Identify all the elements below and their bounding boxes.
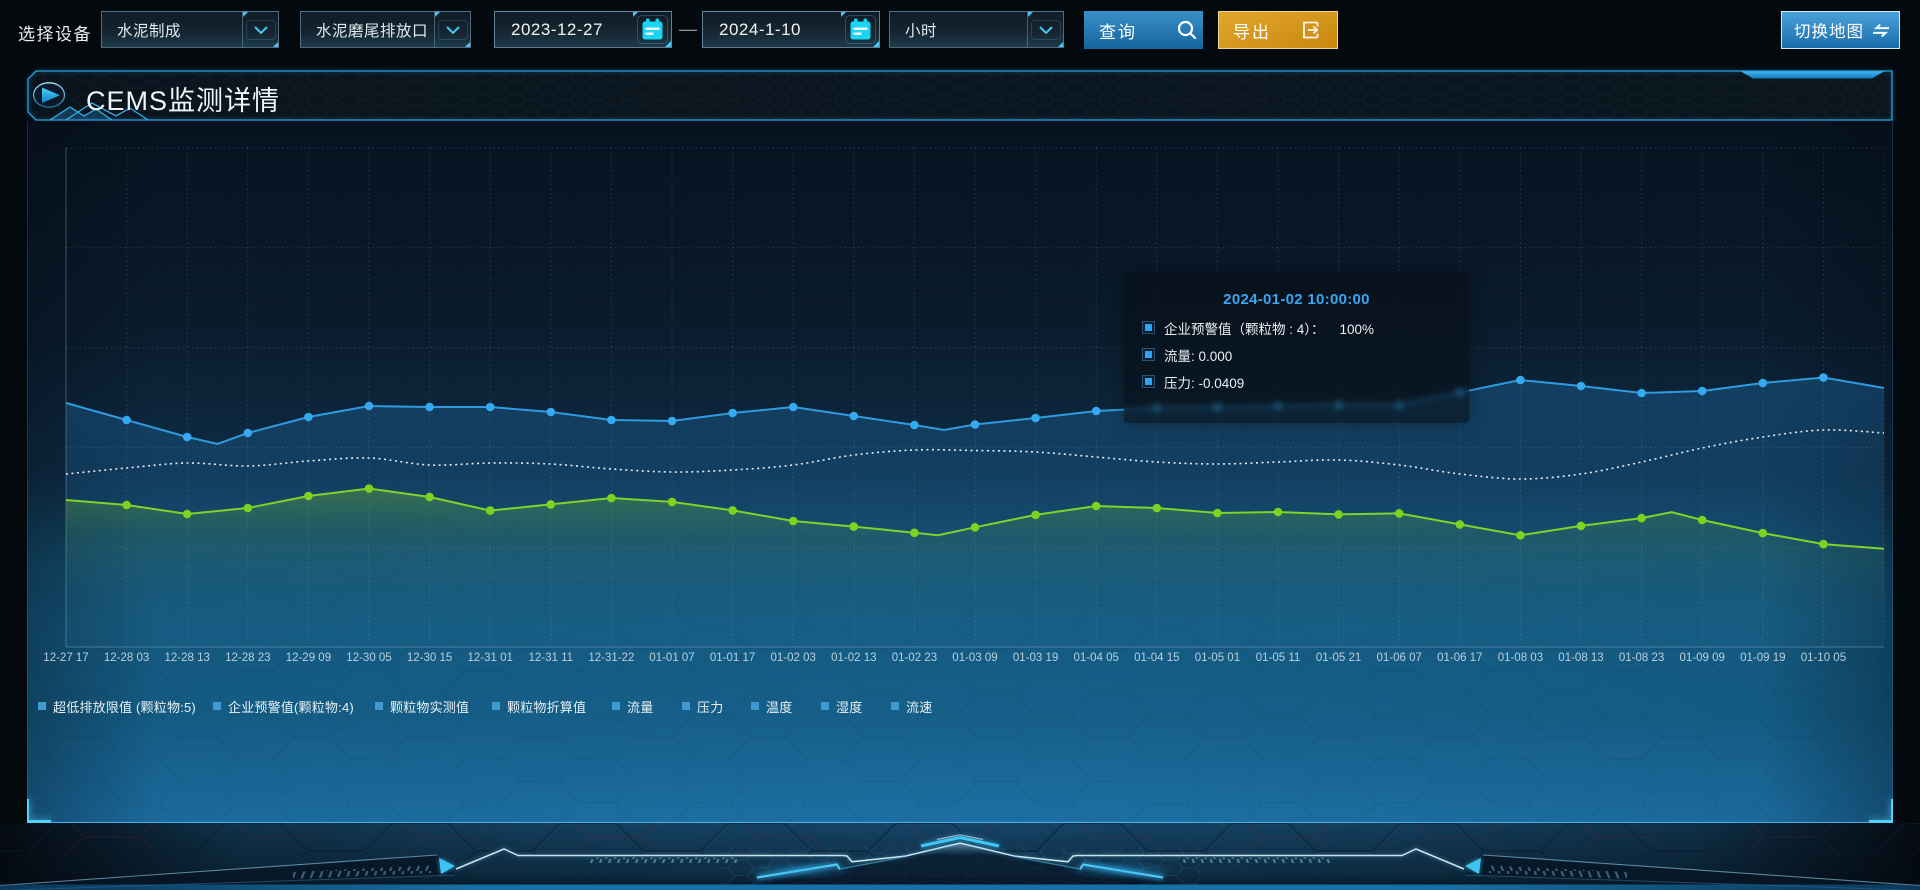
svg-text:12-31 11: 12-31 11 [529,652,574,664]
svg-text:12-28 13: 12-28 13 [164,652,209,664]
svg-text:01-03 19: 01-03 19 [1013,652,1058,664]
svg-text:01-04 15: 01-04 15 [1134,652,1179,664]
svg-text:01-05 21: 01-05 21 [1316,652,1361,664]
svg-text:01-10 05: 01-10 05 [1801,652,1846,664]
svg-text:01-08 03: 01-08 03 [1498,652,1543,664]
svg-text:01-08 23: 01-08 23 [1619,652,1664,664]
svg-text:12-29 09: 12-29 09 [286,652,331,664]
svg-text:01-09 09: 01-09 09 [1679,652,1724,664]
svg-text:01-02 13: 01-02 13 [831,652,876,664]
svg-text:01-01 17: 01-01 17 [710,652,755,664]
svg-text:01-05 11: 01-05 11 [1256,652,1301,664]
svg-text:01-08 13: 01-08 13 [1558,652,1603,664]
svg-text:12-30 15: 12-30 15 [407,652,452,664]
svg-text:01-04 05: 01-04 05 [1073,652,1118,664]
svg-text:12-31 01: 12-31 01 [467,652,512,664]
svg-text:12-27 17: 12-27 17 [43,652,88,664]
svg-text:12-31-22: 12-31-22 [588,652,634,664]
svg-text:01-09 19: 01-09 19 [1740,652,1785,664]
svg-text:01-06 07: 01-06 07 [1376,652,1421,664]
svg-text:01-06 17: 01-06 17 [1437,652,1482,664]
svg-text:01-05 01: 01-05 01 [1195,652,1240,664]
svg-text:01-02 23: 01-02 23 [892,652,937,664]
svg-text:12-28 03: 12-28 03 [104,652,149,664]
svg-text:12-28 23: 12-28 23 [225,652,270,664]
svg-text:12-30 05: 12-30 05 [346,652,391,664]
svg-text:01-03 09: 01-03 09 [952,652,997,664]
svg-text:01-02 03: 01-02 03 [770,652,815,664]
svg-text:01-01 07: 01-01 07 [649,652,694,664]
